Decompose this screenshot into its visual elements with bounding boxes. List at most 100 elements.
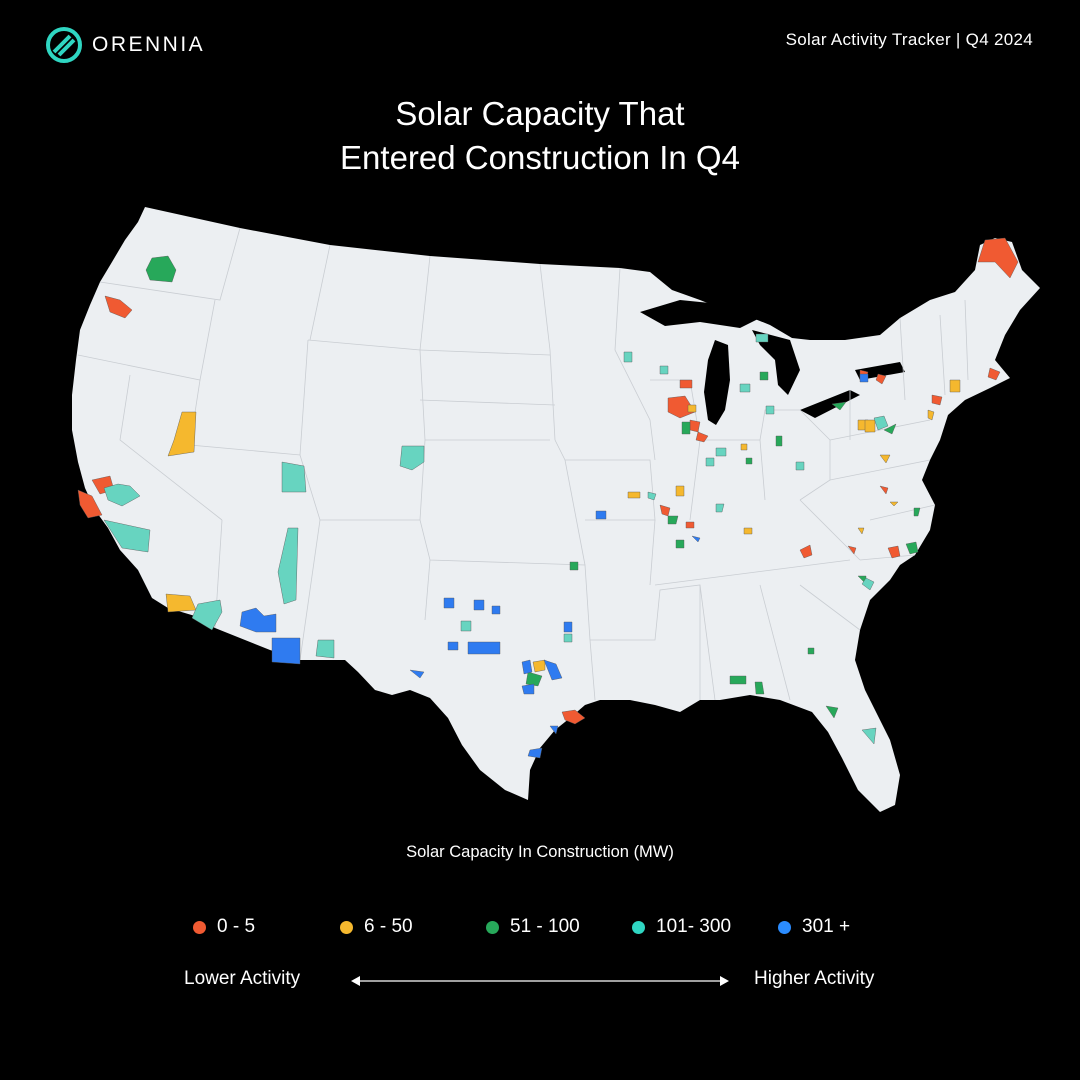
- legend-dot-blue: [778, 920, 791, 934]
- project-51-100: [775, 435, 783, 447]
- tracker-label: Solar Activity Tracker | Q4 2024: [785, 30, 1033, 49]
- project-0-5: [887, 545, 901, 559]
- project-51-100: [145, 255, 177, 283]
- project-101-300: [705, 457, 715, 467]
- lake-huron: [752, 330, 800, 395]
- project-51-100: [883, 423, 897, 435]
- project-301-plus: [473, 599, 485, 611]
- brand-name: ORENNIA: [92, 33, 206, 56]
- double-arrow-icon: [351, 976, 729, 986]
- legend-dot-green: [486, 920, 499, 934]
- project-301-plus: [521, 659, 533, 675]
- project-51-100: [905, 541, 919, 555]
- project-301-plus: [443, 597, 455, 609]
- project-101-300: [191, 599, 223, 631]
- project-101-300: [623, 351, 633, 363]
- project-6-50: [927, 409, 935, 421]
- project-101-300: [873, 415, 889, 431]
- project-301-plus: [691, 535, 701, 543]
- project-6-50: [857, 527, 865, 535]
- project-101-300: [795, 461, 805, 471]
- project-0-5: [847, 545, 857, 555]
- legend-label: 101- 300: [656, 916, 732, 937]
- project-51-100: [667, 515, 679, 525]
- legend-item-0-5: 0 - 5: [193, 916, 255, 938]
- project-101-300: [281, 461, 307, 493]
- page-title: Solar Capacity That Entered Construction…: [0, 92, 1080, 180]
- project-0-5: [679, 379, 693, 389]
- project-101-300: [315, 639, 335, 659]
- project-6-50: [864, 419, 876, 433]
- project-6-50: [740, 443, 748, 451]
- project-301-plus: [527, 747, 543, 759]
- legend-dot-teal: [632, 920, 645, 934]
- project-101-300: [460, 620, 472, 632]
- project-0-5: [799, 544, 813, 559]
- project-301-plus: [543, 659, 563, 681]
- project-0-5: [977, 237, 1019, 279]
- project-6-50: [949, 379, 961, 393]
- project-101-300: [715, 503, 725, 513]
- project-51-100: [675, 539, 685, 549]
- legend-label: 301 +: [802, 916, 851, 937]
- project-101-300: [103, 519, 151, 553]
- project-101-300: [647, 491, 657, 501]
- project-markers: [77, 237, 1019, 759]
- project-6-50: [687, 404, 697, 413]
- legend-label: 0 - 5: [217, 916, 256, 937]
- project-6-50: [879, 454, 891, 464]
- project-101-300: [739, 383, 751, 393]
- project-0-5: [875, 373, 887, 385]
- project-101-300: [715, 447, 727, 457]
- project-0-5: [695, 431, 709, 443]
- project-101-300: [277, 527, 299, 605]
- legend-dot-yellow: [340, 920, 353, 934]
- project-51-100: [807, 647, 815, 655]
- project-101-300: [563, 633, 573, 643]
- project-51-100: [831, 401, 847, 411]
- legend-title: Solar Capacity In Construction (MW): [406, 843, 674, 861]
- activity-scale: Lower Activity Higher Activity: [0, 968, 1080, 994]
- legend-item-301-plus: 301 +: [778, 916, 850, 938]
- project-0-5: [931, 394, 943, 406]
- project-51-100: [759, 371, 769, 381]
- project-101-300: [861, 727, 877, 745]
- project-101-300: [755, 333, 769, 343]
- project-301-plus: [521, 683, 535, 695]
- project-51-100: [825, 705, 839, 719]
- project-6-50: [532, 659, 546, 673]
- project-101-300: [399, 445, 425, 471]
- project-301-plus: [409, 669, 425, 679]
- project-0-5: [879, 485, 889, 495]
- project-301-plus: [447, 641, 459, 651]
- project-51-100: [525, 671, 543, 687]
- project-51-100: [729, 675, 747, 685]
- orennia-logo-icon: [46, 27, 82, 63]
- project-6-50: [627, 491, 641, 499]
- project-6-50: [675, 485, 685, 497]
- project-51-100: [754, 681, 765, 695]
- legend-label: 6 - 50: [364, 916, 413, 937]
- project-301-plus: [239, 607, 277, 633]
- project-301-plus: [859, 373, 869, 383]
- project-301-plus: [491, 605, 501, 615]
- project-101-300: [861, 577, 875, 591]
- legend: 0 - 5 6 - 50 51 - 100 101- 300 301 +: [0, 916, 1080, 942]
- project-301-plus: [549, 725, 559, 735]
- project-0-5: [667, 395, 696, 419]
- project-0-5: [77, 489, 103, 519]
- legend-dot-red: [193, 920, 206, 934]
- project-6-50: [889, 501, 899, 507]
- project-0-5: [987, 367, 1001, 381]
- project-51-100: [745, 457, 753, 465]
- project-0-5: [561, 709, 586, 725]
- project-301-plus: [595, 510, 607, 520]
- legend-item-6-50: 6 - 50: [340, 916, 413, 938]
- legend-item-101-300: 101- 300: [632, 916, 731, 938]
- project-51-100: [569, 561, 579, 571]
- lower-activity-label: Lower Activity: [184, 968, 301, 989]
- project-101-300: [103, 483, 141, 507]
- project-301-plus: [563, 621, 573, 633]
- project-301-plus: [467, 641, 501, 655]
